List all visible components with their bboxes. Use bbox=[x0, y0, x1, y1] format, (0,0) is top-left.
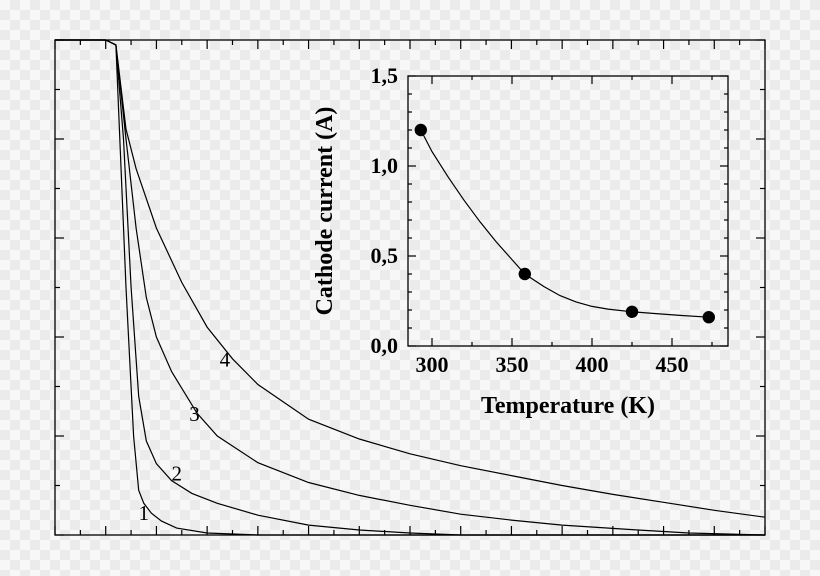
inset-plot-frame bbox=[407, 75, 729, 347]
curve-2-label: 2 bbox=[171, 462, 182, 486]
inset-x-tick-label: 450 bbox=[656, 352, 689, 377]
inset-fit-curve bbox=[420, 129, 709, 318]
curve-2-line bbox=[55, 39, 765, 536]
inset-x-tick-label: 300 bbox=[416, 352, 449, 377]
inset-x-tick-label: 400 bbox=[576, 352, 609, 377]
inset-y-axis-title: Cathode current (A) bbox=[312, 107, 338, 316]
inset-y-tick-label: 1,5 bbox=[371, 63, 399, 88]
inset-x-tick-label: 350 bbox=[496, 352, 529, 377]
inset-data-point bbox=[414, 123, 427, 137]
curve-1-label: 1 bbox=[139, 501, 150, 525]
curve-4-label: 4 bbox=[220, 348, 231, 372]
curve-3-label: 3 bbox=[189, 402, 200, 426]
inset-y-tick-label: 1,0 bbox=[371, 153, 399, 178]
inset-x-axis-title: Temperature (K) bbox=[481, 393, 655, 419]
inset-y-tick-label: 0,5 bbox=[371, 243, 399, 268]
inset-data-point bbox=[702, 311, 715, 324]
inset-data-point bbox=[518, 267, 531, 281]
main-plot-frame bbox=[54, 39, 766, 536]
inset-data-point bbox=[625, 305, 639, 318]
inset-plot: 300 350 400 450 0,0 0,5 1,0 1,5 Temperature (K) C… bbox=[312, 63, 729, 419]
curve-3-line bbox=[55, 39, 766, 536]
curve-4-line bbox=[55, 39, 766, 518]
main-plot: 12 3 4 bbox=[54, 39, 766, 536]
inset-y-tick-label: 0,0 bbox=[371, 333, 399, 358]
curve-1-line bbox=[55, 39, 765, 536]
